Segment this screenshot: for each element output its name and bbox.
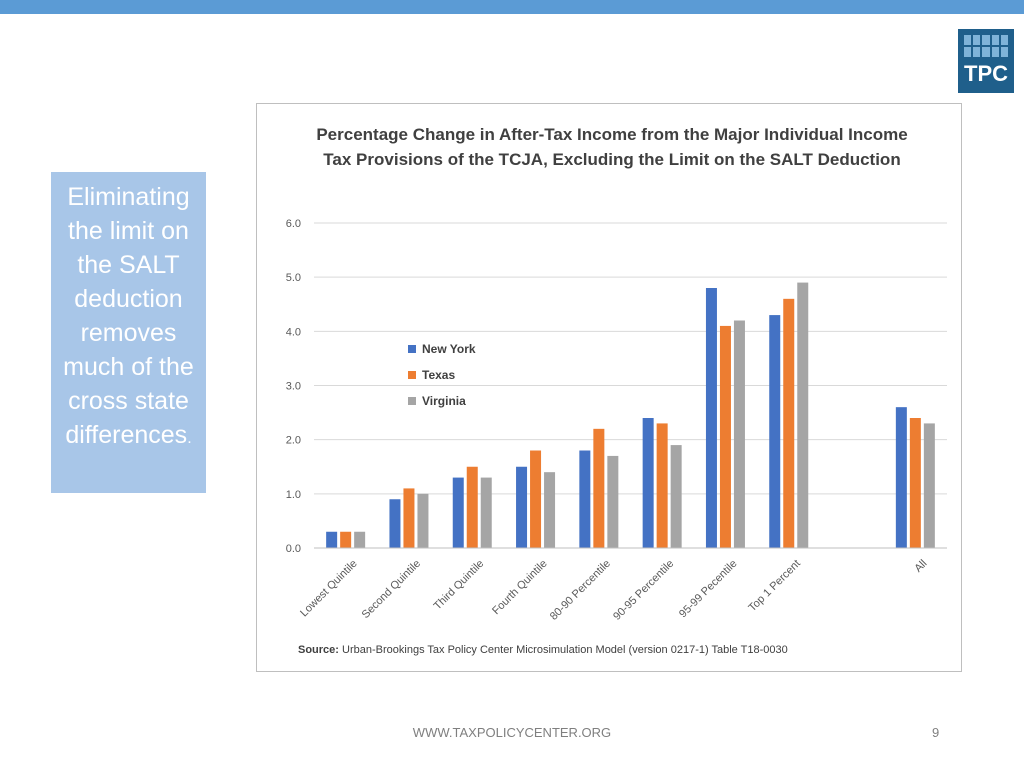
bar <box>452 477 464 548</box>
source-note: Source: Urban-Brookings Tax Policy Cente… <box>298 644 788 656</box>
legend-swatch <box>408 371 416 379</box>
bar <box>530 450 542 548</box>
bar <box>593 428 605 548</box>
legend-swatch <box>408 345 416 353</box>
bar <box>797 282 809 548</box>
chart-title: Percentage Change in After-Tax Income fr… <box>316 125 908 169</box>
bar <box>895 407 907 548</box>
callout-box: Eliminating the limit on the SALT deduct… <box>51 172 206 493</box>
x-tick-label: All <box>912 558 929 575</box>
y-tick-label: 5.0 <box>286 272 301 284</box>
bar <box>642 418 654 548</box>
x-tick-label: Third Quintile <box>432 558 487 613</box>
y-tick-label: 6.0 <box>286 218 301 230</box>
callout-trailing: . <box>187 430 192 447</box>
page-number: 9 <box>932 725 940 740</box>
bar <box>733 320 745 548</box>
bar <box>417 493 429 548</box>
bar <box>656 423 668 548</box>
bar <box>909 418 921 548</box>
y-tick-label: 2.0 <box>286 435 301 447</box>
chart-plot: 0.0 1.0 2.0 3.0 4.0 5.0 6.0 Lowest Quintile Seco… <box>286 218 947 623</box>
source-text: Urban-Brookings Tax Policy Center Micros… <box>338 644 788 656</box>
tpc-logo: TPC <box>958 29 1014 93</box>
logo-grid-icon <box>964 35 1008 57</box>
legend-swatch <box>408 397 416 405</box>
bar <box>544 472 556 548</box>
x-tick-label: 80-90 Percentile <box>548 558 613 623</box>
bar <box>480 477 492 548</box>
logo-text: TPC <box>964 61 1008 86</box>
legend-label: Virginia <box>422 394 466 408</box>
bar <box>354 531 366 548</box>
bar <box>923 423 935 548</box>
y-tick-label: 1.0 <box>286 489 301 501</box>
footer-url: WWW.TAXPOLICYCENTER.ORG <box>412 725 612 740</box>
bar <box>607 455 619 548</box>
bar <box>705 288 717 548</box>
chart-frame <box>256 103 962 672</box>
bar <box>783 298 795 548</box>
y-tick-label: 3.0 <box>286 381 301 393</box>
bar <box>403 488 415 548</box>
bar <box>326 531 338 548</box>
y-tick-label: 0.0 <box>286 543 301 555</box>
top-accent-bar <box>0 0 1024 14</box>
legend-label: Texas <box>422 368 455 382</box>
x-tick-label: Top 1 Percent <box>746 558 802 614</box>
bar <box>340 531 352 548</box>
x-tick-label: Lowest Quintile <box>298 558 360 620</box>
x-tick-label: 95-99 Pecentile <box>677 558 740 621</box>
y-tick-label: 4.0 <box>286 326 301 338</box>
x-tick-label: Second Quintile <box>360 558 423 621</box>
bar <box>516 466 528 548</box>
bar <box>389 499 401 548</box>
bar <box>670 445 682 548</box>
bar <box>719 325 731 548</box>
callout-text: Eliminating the limit on the SALT deduct… <box>63 183 194 449</box>
bar <box>769 315 781 548</box>
x-tick-label: 90-95 Percentile <box>611 558 676 623</box>
legend-label: New York <box>422 342 476 356</box>
source-label: Source: <box>298 644 339 656</box>
x-tick-label: Fourth Quintile <box>490 558 550 618</box>
bar <box>579 450 591 548</box>
bar <box>466 466 478 548</box>
